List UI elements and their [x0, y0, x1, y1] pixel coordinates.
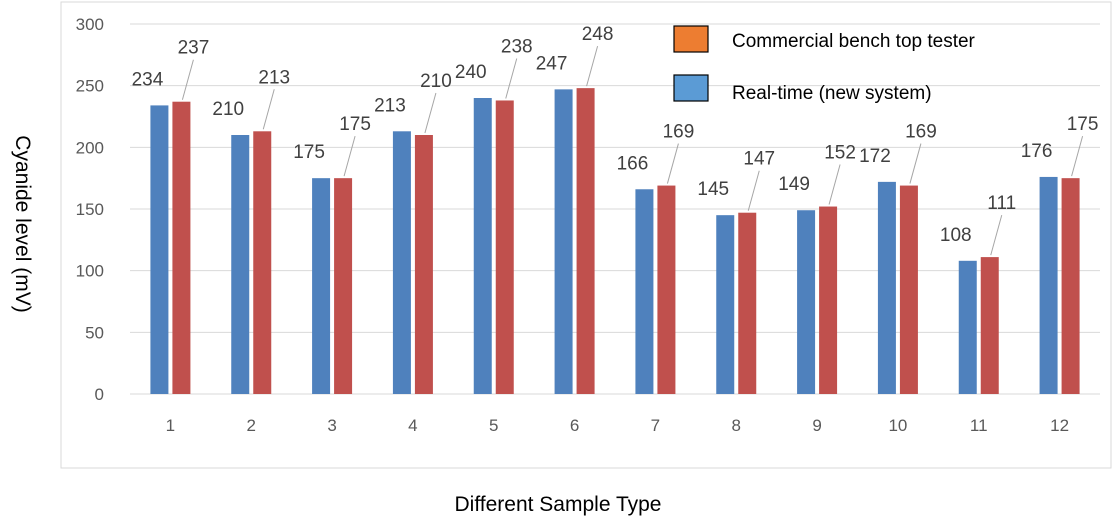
data-label: 175: [1067, 114, 1099, 135]
label-leader-line: [828, 164, 841, 205]
y-axis-ticks: 0 50 100 150 200 250 300: [76, 15, 104, 404]
gridlines: [130, 23, 1100, 395]
x-tick-label: 2: [247, 416, 256, 435]
data-label: 248: [582, 24, 614, 45]
bar: [576, 88, 595, 394]
data-label: 238: [501, 36, 533, 57]
data-label: 234: [132, 69, 164, 90]
legend-label-real-time: Real-time (new system): [732, 83, 932, 104]
data-label: 176: [1021, 141, 1053, 162]
data-label: 210: [420, 71, 452, 92]
bar-series: [150, 88, 1080, 395]
legend-label-commercial: Commercial bench top tester: [732, 31, 976, 52]
label-leader-line: [909, 143, 922, 184]
x-tick-label: 7: [651, 416, 660, 435]
bar: [414, 135, 433, 394]
legend: Commercial bench top tester Real-time (n…: [673, 25, 976, 104]
data-label: 213: [374, 95, 406, 116]
data-label: 213: [258, 67, 290, 88]
bar: [554, 89, 573, 394]
bar: [980, 257, 999, 394]
y-tick-label: 250: [76, 77, 104, 96]
data-label: 149: [778, 174, 810, 195]
data-label: 172: [859, 146, 891, 167]
bar: [473, 98, 492, 394]
y-tick-label: 100: [76, 262, 104, 281]
x-tick-label: 9: [812, 416, 821, 435]
bar: [150, 105, 169, 395]
label-leader-line: [666, 143, 679, 184]
x-tick-label: 1: [166, 416, 175, 435]
y-axis-title: Cyanide level (mV): [11, 135, 34, 312]
label-leader-line: [990, 214, 1003, 256]
data-label: 111: [987, 193, 1016, 214]
bar: [877, 181, 896, 394]
bar: [172, 101, 191, 394]
label-leader-line: [343, 136, 356, 177]
y-tick-label: 300: [76, 15, 104, 34]
data-label: 240: [455, 62, 487, 83]
data-label: 145: [697, 179, 729, 200]
bar: [253, 131, 272, 395]
bar: [716, 215, 735, 394]
y-tick-label: 50: [85, 323, 104, 342]
legend-swatch-real-time: [673, 74, 709, 102]
y-tick-label: 200: [76, 138, 104, 157]
label-leader-line: [747, 170, 760, 211]
label-leader-line: [424, 92, 437, 134]
bar: [231, 135, 250, 394]
bar: [958, 260, 977, 394]
x-tick-label: 4: [408, 416, 417, 435]
bar: [1061, 178, 1080, 394]
bar: [819, 206, 838, 394]
label-leader-line: [505, 58, 518, 99]
x-axis-title: Different Sample Type: [454, 493, 661, 516]
data-label: 152: [824, 143, 856, 164]
data-label: 210: [212, 99, 244, 120]
data-label-leaders: [181, 46, 1084, 256]
bar: [899, 185, 918, 394]
data-label: 169: [663, 122, 695, 143]
bar: [312, 178, 331, 394]
x-tick-label: 8: [732, 416, 741, 435]
bar: [797, 210, 816, 394]
label-leader-line: [262, 89, 275, 130]
y-tick-label: 0: [95, 385, 104, 404]
chart-area-border: [60, 1, 1112, 469]
bar: [635, 189, 654, 394]
data-label: 108: [940, 225, 972, 246]
label-leader-line: [181, 59, 194, 100]
x-axis-ticks: 1 2 3 4 5 6 7 8 9 10 11 12: [166, 416, 1069, 435]
x-tick-label: 6: [570, 416, 579, 435]
x-tick-label: 11: [970, 416, 988, 435]
data-label: 247: [536, 53, 568, 74]
x-tick-label: 12: [1050, 416, 1069, 435]
data-label: 166: [617, 153, 649, 174]
x-tick-label: 10: [888, 416, 907, 435]
bar: [495, 100, 514, 394]
data-label: 175: [339, 114, 371, 135]
x-tick-label: 3: [327, 416, 336, 435]
data-label: 147: [743, 149, 775, 170]
y-tick-label: 150: [76, 200, 104, 219]
data-label: 175: [293, 142, 325, 163]
data-label: 169: [905, 122, 937, 143]
bar: [334, 178, 353, 394]
bar: [657, 185, 676, 394]
x-tick-label: 5: [489, 416, 498, 435]
bar: [1039, 176, 1058, 394]
data-label: 237: [178, 38, 210, 59]
bar: [392, 131, 411, 395]
label-leader-line: [586, 46, 599, 87]
bar: [738, 212, 757, 394]
label-leader-line: [1071, 136, 1084, 177]
legend-swatch-commercial: [673, 25, 709, 53]
